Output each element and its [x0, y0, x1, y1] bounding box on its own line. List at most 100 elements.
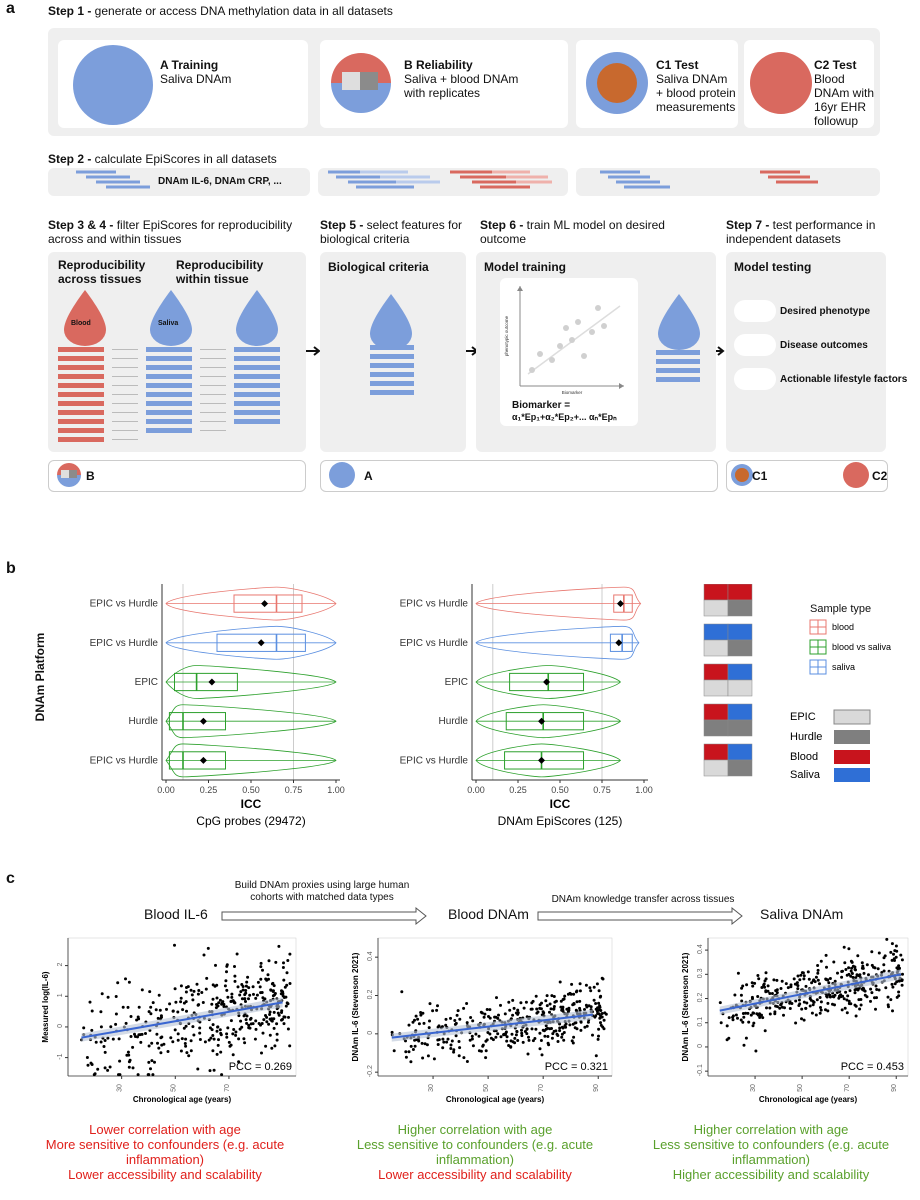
data-point — [845, 973, 849, 977]
data-point — [800, 971, 804, 975]
data-point — [504, 1032, 508, 1035]
data-point — [147, 1010, 151, 1014]
data-point — [417, 1039, 421, 1043]
data-point — [427, 1026, 431, 1030]
data-point — [248, 993, 252, 997]
data-point — [174, 1000, 178, 1004]
data-point — [411, 1020, 415, 1024]
x-tick-label: 0.75 — [593, 785, 611, 795]
saliva-blood-replicate-icon — [331, 53, 391, 113]
pair-square — [727, 743, 753, 761]
data-point — [578, 982, 582, 986]
pcc-annotation: PCC = 0.269 — [229, 1061, 292, 1073]
box — [613, 594, 633, 613]
data-point — [211, 1034, 215, 1037]
data-point — [760, 986, 764, 989]
x-axis-label: Chronological age (years) — [133, 1095, 232, 1104]
data-point — [869, 999, 872, 1003]
data-point — [287, 1015, 290, 1019]
data-point — [538, 1047, 542, 1051]
data-point — [436, 1004, 439, 1008]
data-point — [854, 968, 857, 972]
data-point — [870, 963, 874, 967]
data-point — [839, 993, 843, 997]
data-point — [560, 1032, 564, 1036]
data-point — [589, 1005, 593, 1009]
data-point — [437, 1038, 441, 1042]
data-point — [404, 1050, 408, 1054]
blood-drop-icon — [64, 290, 106, 346]
data-point — [260, 1022, 264, 1025]
data-point — [109, 1025, 113, 1029]
data-point — [870, 991, 874, 995]
data-point — [860, 966, 864, 970]
mean-marker — [208, 678, 216, 686]
data-point — [236, 985, 240, 989]
data-point — [111, 1037, 115, 1041]
data-point — [544, 999, 548, 1003]
data-point — [125, 1053, 129, 1057]
data-point — [103, 1039, 107, 1042]
legend-blood: blood — [832, 622, 854, 632]
data-point — [258, 985, 262, 989]
legend-blood-vs-saliva: blood vs saliva — [832, 642, 891, 652]
violin-outline — [475, 625, 640, 660]
blood-feature-bar — [58, 401, 104, 406]
data-point — [211, 997, 215, 1001]
data-point — [215, 1029, 219, 1033]
data-point — [727, 1036, 731, 1040]
data-point — [390, 1030, 394, 1034]
y-tick-label: 0.3 — [697, 968, 704, 978]
data-point — [419, 1011, 423, 1014]
data-point — [594, 1014, 598, 1018]
bottom-label-c2: C2 — [872, 469, 888, 483]
reliability-mini-icon — [57, 463, 81, 487]
data-point — [794, 1021, 798, 1025]
box — [509, 672, 585, 692]
pair-square — [703, 663, 729, 681]
data-point — [269, 988, 273, 992]
data-point — [824, 1008, 827, 1012]
pair-square — [727, 663, 753, 681]
y-tick-label: -0.2 — [367, 1065, 374, 1077]
data-point — [171, 1009, 175, 1013]
data-point — [216, 1025, 220, 1029]
data-point — [454, 1034, 458, 1038]
data-point — [261, 1031, 265, 1035]
data-point — [273, 1044, 277, 1048]
data-point — [805, 1001, 809, 1005]
y-tick-label: 0.4 — [367, 951, 374, 961]
data-point — [407, 1023, 411, 1027]
data-point — [217, 1001, 221, 1005]
card-a-sub: Saliva DNAm — [160, 72, 232, 86]
caption-line: Higher accessibility and scalability — [672, 1167, 870, 1182]
data-point — [179, 996, 183, 1000]
data-point — [99, 1010, 103, 1014]
data-point — [601, 977, 605, 981]
data-point — [600, 1015, 604, 1019]
data-point — [811, 999, 815, 1003]
data-point — [731, 1018, 735, 1022]
data-point — [768, 1012, 772, 1016]
data-point — [859, 1003, 863, 1007]
model-features-bars — [656, 350, 700, 382]
data-point — [210, 1028, 214, 1032]
data-point — [828, 977, 832, 980]
data-point — [882, 963, 886, 967]
data-point — [505, 1039, 509, 1043]
data-point — [191, 1025, 195, 1029]
data-point — [282, 1022, 286, 1026]
data-point — [203, 1040, 207, 1044]
data-point — [102, 1045, 106, 1048]
caption-line: Less sensitive to confounders (e.g. acut… — [356, 1137, 594, 1167]
data-point — [796, 984, 800, 988]
data-point — [572, 1002, 576, 1005]
flow-arrow-icon — [221, 906, 427, 926]
data-point — [804, 1006, 808, 1010]
data-point — [742, 1015, 746, 1019]
data-point — [457, 1054, 461, 1058]
data-point — [597, 1008, 601, 1012]
data-point — [216, 1004, 220, 1008]
data-point — [85, 1056, 89, 1059]
data-point — [731, 1014, 735, 1018]
